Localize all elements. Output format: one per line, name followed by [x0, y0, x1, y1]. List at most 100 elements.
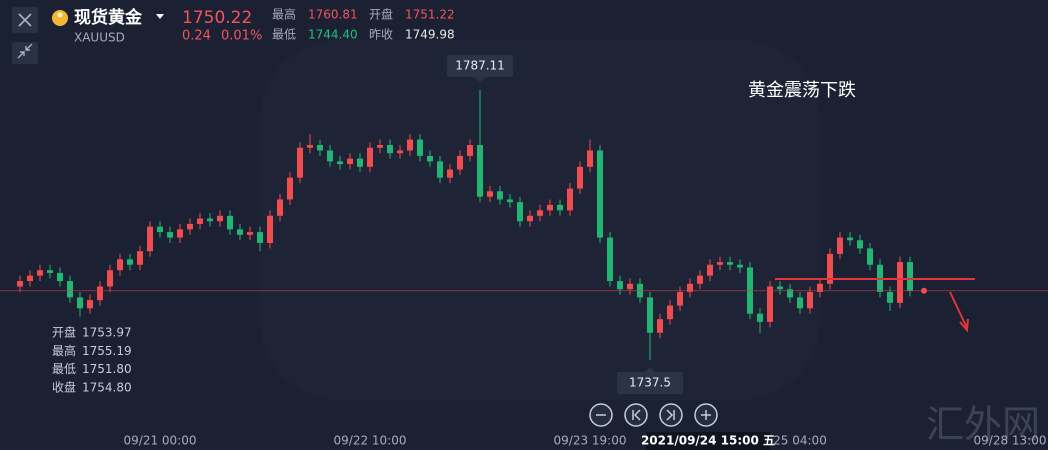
candle-body	[777, 286, 783, 290]
candle-body	[337, 161, 343, 165]
hover-value: 1751.80	[82, 362, 132, 376]
candle-body	[757, 313, 763, 322]
candle-body	[27, 275, 33, 282]
crosshair-label-box	[646, 432, 770, 450]
symbol: XAUUSD	[74, 31, 125, 45]
candle-body	[157, 226, 163, 233]
hover-value: 1755.19	[82, 344, 132, 358]
candle-body	[437, 161, 443, 178]
down-arrow	[949, 291, 969, 333]
candle-body	[467, 145, 473, 156]
candle-body	[707, 264, 713, 276]
candle-body	[767, 286, 773, 322]
x-tick-label: 09/22 10:00	[334, 434, 407, 448]
candle-body	[197, 218, 203, 224]
candle-body	[837, 237, 843, 254]
candle-body	[647, 297, 653, 333]
hover-label: 收盘	[52, 379, 76, 394]
last-price: 1750.22	[182, 8, 252, 28]
extreme-label: 1787.11	[455, 59, 505, 73]
candle-body	[857, 240, 863, 249]
candle-body	[77, 297, 83, 309]
candle-body	[547, 204, 553, 211]
candle-body	[67, 281, 73, 298]
candle-body	[617, 281, 623, 290]
candle-body	[657, 319, 663, 333]
zoom-controls	[589, 403, 718, 427]
stat-label: 开盘	[369, 7, 393, 22]
stat-value: 1749.98	[405, 28, 455, 42]
extreme-label: 1737.5	[629, 375, 671, 389]
collapse-button[interactable]	[12, 42, 38, 64]
x-tick-label: 25 04:00	[773, 434, 827, 448]
candle-body	[187, 223, 193, 230]
candle-body	[787, 289, 793, 298]
candle-body	[667, 305, 673, 320]
candle-body	[627, 283, 633, 290]
hover-label: 最高	[52, 343, 76, 358]
stat-label: 最高	[272, 7, 296, 22]
candle-body	[377, 145, 383, 148]
extreme-label-pointer	[475, 77, 485, 83]
x-tick-label: 09/23 19:00	[554, 434, 627, 448]
hover-label: 最低	[52, 362, 76, 376]
candle-body	[907, 262, 913, 291]
last-price-dot	[921, 287, 927, 294]
candle-body	[407, 139, 413, 151]
x-tick-label: 2021/09/24 15:00 五	[641, 434, 775, 448]
hover-value: 1753.97	[82, 326, 132, 340]
candle-body	[297, 147, 303, 178]
candle-body	[567, 188, 573, 211]
candle-body	[887, 291, 893, 303]
change: 0.24	[182, 29, 211, 44]
candle-body	[477, 145, 483, 197]
stats: 最高 1760.81 开盘 1751.22 最低 1744.40 昨收 1749.98	[272, 7, 455, 42]
candle-body	[457, 155, 463, 170]
zoom-icons	[596, 409, 711, 421]
candle-body	[807, 291, 813, 309]
candle-body	[557, 204, 563, 211]
collapse-icon	[17, 43, 33, 59]
hover-label: 开盘	[52, 325, 76, 340]
candle-body	[447, 169, 453, 178]
plot: 1787.11 1737.5	[0, 55, 1048, 394]
hover-panel: 开盘 1753.97 最高 1755.19 最低 1751.80 收盘 1754.80	[52, 325, 132, 395]
candle-body	[737, 264, 743, 268]
candle-body	[607, 237, 613, 282]
candle-body	[597, 150, 603, 238]
dropdown-arrow[interactable]	[156, 14, 164, 19]
candle-body	[847, 237, 853, 241]
candle-body	[37, 270, 43, 276]
candle-body	[677, 291, 683, 306]
stat-value: 1744.40	[308, 28, 358, 42]
x-tick-label: 09/21 00:00	[124, 434, 197, 448]
candle-body	[227, 215, 233, 230]
close-icon	[18, 13, 32, 27]
candle-body	[327, 150, 333, 162]
x-tick-label: 09/28 13:00	[974, 434, 1047, 448]
candle-body	[587, 150, 593, 167]
candle-body	[417, 139, 423, 156]
candle-body	[717, 262, 723, 265]
extreme-label-box	[617, 371, 683, 394]
candle-body	[367, 147, 373, 167]
candle-body	[867, 248, 873, 265]
candle-body	[167, 232, 173, 238]
candle-body	[307, 145, 313, 148]
stat-label: 最低	[272, 28, 296, 42]
candle-body	[117, 259, 123, 271]
candle-body	[577, 166, 583, 189]
candle-body	[147, 226, 153, 252]
candle-body	[127, 259, 133, 265]
candle-body	[537, 210, 543, 216]
candle-body	[347, 158, 353, 165]
candle-body	[57, 272, 63, 282]
gold-icon-dot	[57, 12, 63, 18]
candle-body	[357, 158, 363, 167]
candle-body	[47, 270, 53, 273]
candle-body	[527, 215, 533, 222]
candle-body	[687, 283, 693, 292]
candle-body	[247, 232, 253, 235]
